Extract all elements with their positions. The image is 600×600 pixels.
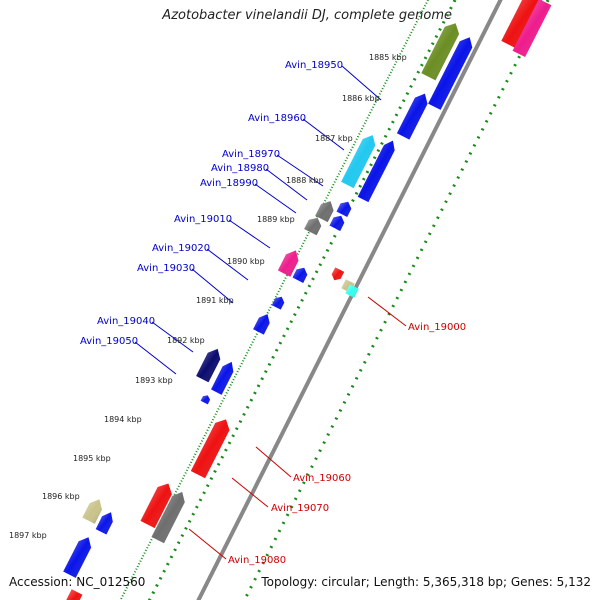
gene-red-bottom[interactable] bbox=[64, 589, 83, 600]
gene-label-forward[interactable]: Avin_18990 bbox=[200, 178, 258, 189]
kbp-tick-label: 1885 kbp bbox=[369, 53, 407, 62]
label-leader-line bbox=[206, 248, 249, 281]
gene-cyan-18960[interactable] bbox=[341, 135, 376, 189]
gene-label-forward[interactable]: Avin_19050 bbox=[80, 336, 138, 347]
gene-label-reverse[interactable]: Avin_19070 bbox=[271, 503, 329, 514]
label-leader-line bbox=[367, 296, 407, 327]
label-leader-line bbox=[191, 268, 234, 304]
gene-blue-19050[interactable] bbox=[211, 361, 234, 395]
kbp-tick-label: 1893 kbp bbox=[135, 376, 173, 385]
gene-blue-19020[interactable] bbox=[292, 267, 308, 283]
label-leader-line bbox=[228, 219, 271, 249]
genome-title: Azotobacter vinelandii DJ, complete geno… bbox=[162, 8, 452, 23]
kbp-tick-label: 1895 kbp bbox=[73, 454, 111, 463]
gene-label-reverse[interactable]: Avin_19080 bbox=[228, 555, 286, 566]
gene-blue-bottom[interactable] bbox=[63, 537, 92, 578]
kbp-tick-label: 1891 kbp bbox=[196, 296, 234, 305]
gene-gray-18980[interactable] bbox=[304, 217, 322, 236]
gene-label-forward[interactable]: Avin_19010 bbox=[174, 214, 232, 225]
gene-blue-18950[interactable] bbox=[396, 93, 428, 140]
label-leader-line bbox=[254, 183, 297, 214]
kbp-tick-label: 1894 kbp bbox=[104, 415, 142, 424]
gene-label-forward[interactable]: Avin_18960 bbox=[248, 113, 306, 124]
gene-olive-top[interactable] bbox=[421, 23, 460, 81]
gene-pink-19010[interactable] bbox=[277, 250, 299, 277]
topology-label: Topology: circular; Length: 5,365,318 bp… bbox=[261, 575, 591, 589]
label-leader-line bbox=[231, 477, 269, 508]
gene-gray-18970[interactable] bbox=[315, 201, 334, 223]
gene-blue-18990b[interactable] bbox=[329, 215, 345, 231]
gene-pink-top-right[interactable] bbox=[512, 0, 552, 57]
gene-label-forward[interactable]: Avin_19020 bbox=[152, 243, 210, 254]
label-leader-line bbox=[255, 446, 292, 478]
gene-blue-top[interactable] bbox=[428, 37, 473, 110]
label-leader-line bbox=[188, 528, 227, 560]
outer-ruler-guide bbox=[119, 0, 429, 600]
gene-label-forward[interactable]: Avin_18950 bbox=[285, 60, 343, 71]
kbp-tick-label: 1889 kbp bbox=[257, 215, 295, 224]
accession-label: Accession: NC_012560 bbox=[9, 575, 146, 589]
gene-blue-19030a[interactable] bbox=[271, 296, 285, 310]
gene-blue-small[interactable] bbox=[200, 395, 211, 405]
kbp-tick-label: 1890 kbp bbox=[227, 257, 265, 266]
gene-label-reverse[interactable]: Avin_19060 bbox=[293, 473, 351, 484]
label-leader-line bbox=[134, 341, 177, 375]
label-leader-line bbox=[276, 154, 324, 187]
label-leader-line bbox=[151, 321, 194, 353]
gene-label-forward[interactable]: Avin_19040 bbox=[97, 316, 155, 327]
kbp-tick-label: 1892 kbp bbox=[167, 336, 205, 345]
gene-red-19070[interactable] bbox=[140, 483, 172, 529]
forward-strand-guide bbox=[147, 0, 457, 600]
gene-label-forward[interactable]: Avin_18980 bbox=[211, 163, 269, 174]
kbp-tick-label: 1896 kbp bbox=[42, 492, 80, 501]
genome-axis-line bbox=[196, 0, 503, 600]
kbp-tick-label: 1886 kbp bbox=[342, 94, 380, 103]
gene-aqua-19000[interactable] bbox=[345, 284, 359, 298]
gene-navy-19040[interactable] bbox=[196, 348, 221, 383]
gene-blue-19030b[interactable] bbox=[253, 314, 270, 335]
kbp-tick-label: 1887 kbp bbox=[315, 134, 353, 143]
gene-khaki[interactable] bbox=[82, 499, 102, 524]
gene-label-forward[interactable]: Avin_18970 bbox=[222, 149, 280, 160]
gene-red-top-right[interactable] bbox=[501, 0, 543, 49]
label-leader-line bbox=[265, 168, 308, 201]
gene-blue-18960b[interactable] bbox=[357, 140, 395, 203]
kbp-tick-label: 1897 kbp bbox=[9, 531, 47, 540]
gene-label-reverse[interactable]: Avin_19000 bbox=[408, 322, 466, 333]
gene-blue-lower[interactable] bbox=[95, 512, 113, 535]
gene-red-19060[interactable] bbox=[190, 419, 230, 479]
kbp-tick-label: 1888 kbp bbox=[286, 176, 324, 185]
label-leader-line bbox=[302, 118, 345, 151]
gene-blue-18990a[interactable] bbox=[336, 201, 352, 217]
gene-label-forward[interactable]: Avin_19030 bbox=[137, 263, 195, 274]
label-leader-line bbox=[341, 65, 382, 101]
gene-gray-19080[interactable] bbox=[151, 491, 185, 544]
gene-red-19000-arrow[interactable] bbox=[331, 267, 345, 281]
